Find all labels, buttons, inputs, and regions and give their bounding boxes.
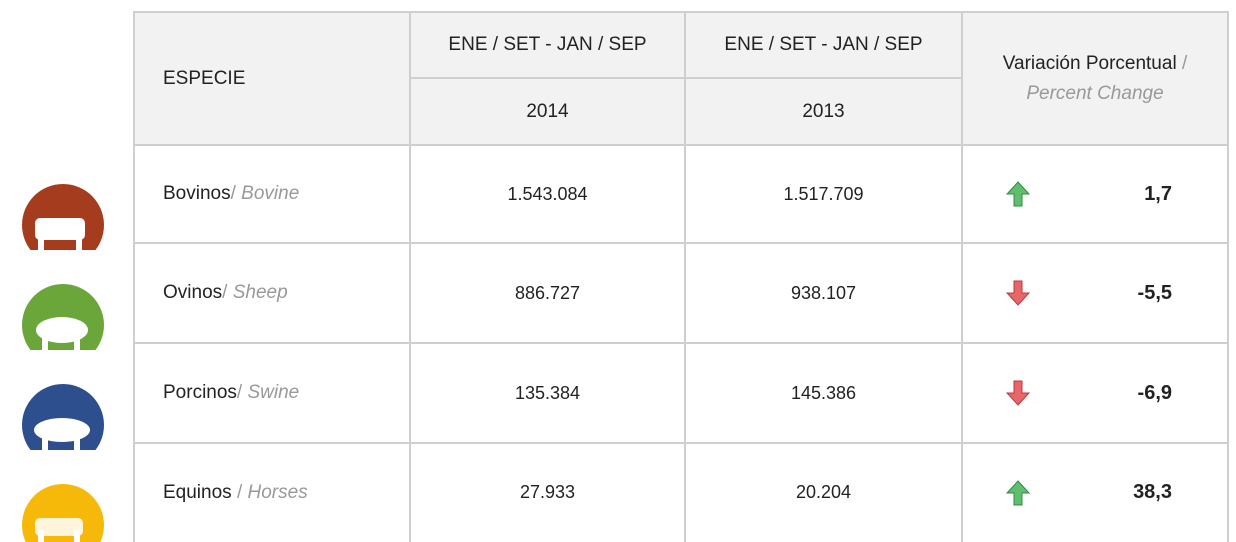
species-name-en: Horses bbox=[247, 481, 308, 503]
header-change-sep: / bbox=[1181, 52, 1188, 74]
species-name: Bovinos bbox=[163, 183, 231, 204]
table-border bbox=[133, 242, 1229, 244]
change-cell: 1,7 bbox=[962, 145, 1228, 243]
header-period-cell: ENE / SET - JAN / SEP bbox=[410, 12, 685, 78]
sheep-icon bbox=[22, 284, 104, 350]
arrow-down bbox=[1006, 380, 1030, 406]
table-border bbox=[409, 12, 411, 542]
value-cell: 145.386 bbox=[685, 343, 962, 443]
table-border bbox=[133, 11, 1229, 13]
table-border bbox=[410, 77, 962, 79]
value-cell: 1.517.709 bbox=[685, 145, 962, 243]
value: 145.386 bbox=[790, 382, 857, 403]
change-cell: -5,5 bbox=[962, 243, 1228, 343]
header-change-cell: Variación Porcentual / Percent Change bbox=[962, 12, 1228, 145]
value: 135.384 bbox=[514, 382, 581, 403]
header-species-cell: ESPECIE bbox=[133, 12, 410, 145]
table-border bbox=[133, 144, 1229, 146]
header-year: 2014 bbox=[526, 100, 569, 122]
arrow-up bbox=[1006, 181, 1030, 207]
header-change-en: Percent Change bbox=[1026, 82, 1164, 104]
change-value: -5,5 bbox=[1137, 281, 1172, 304]
species-name: Porcinos bbox=[163, 382, 237, 403]
arrow-down bbox=[1006, 280, 1030, 306]
header-change-es: Variación Porcentual bbox=[1002, 52, 1177, 74]
header-period: ENE / SET - JAN / SEP bbox=[724, 34, 923, 55]
table-border bbox=[133, 12, 135, 542]
species-cell: Porcinos / Swine bbox=[133, 343, 410, 443]
value-cell: 938.107 bbox=[685, 243, 962, 343]
value: 27.933 bbox=[519, 482, 576, 502]
species-sep: / bbox=[222, 282, 233, 303]
species-cell: Bovinos / Bovine bbox=[133, 145, 410, 243]
header-year-cell: 2013 bbox=[685, 78, 962, 145]
value-cell: 135.384 bbox=[410, 343, 685, 443]
species-sep: / bbox=[236, 382, 248, 403]
species-sep: / bbox=[231, 481, 248, 503]
species-cell: Equinos / Horses bbox=[133, 443, 410, 542]
table-border bbox=[133, 342, 1229, 344]
species-name: Ovinos bbox=[163, 282, 223, 303]
change-cell: 38,3 bbox=[962, 443, 1228, 542]
species-name-en: Sheep bbox=[232, 282, 288, 303]
species-name-en: Bovine bbox=[241, 183, 300, 204]
swine-icon bbox=[22, 384, 104, 450]
change-cell: -6,9 bbox=[962, 343, 1228, 443]
value: 938.107 bbox=[790, 282, 857, 303]
value-cell: 20.204 bbox=[685, 443, 962, 542]
icons bbox=[22, 184, 104, 542]
header-period: ENE / SET - JAN / SEP bbox=[448, 34, 647, 55]
value: 1.543.084 bbox=[507, 183, 588, 204]
species-cell: Ovinos / Sheep bbox=[133, 243, 410, 343]
species-sep: / bbox=[230, 183, 242, 204]
arrow-up bbox=[1006, 479, 1030, 505]
header-year: 2013 bbox=[802, 100, 845, 122]
value-cell: 886.727 bbox=[410, 243, 685, 343]
value-cell: 1.543.084 bbox=[410, 145, 685, 243]
horse-icon bbox=[22, 484, 104, 542]
species-name: Equinos bbox=[163, 481, 232, 503]
table-border bbox=[1227, 12, 1229, 542]
change-value: -6,9 bbox=[1137, 381, 1172, 404]
table-border bbox=[684, 12, 686, 542]
value-cell: 27.933 bbox=[410, 443, 685, 542]
value: 1.517.709 bbox=[783, 183, 864, 204]
species-name-en: Swine bbox=[247, 382, 300, 403]
header-year-cell: 2014 bbox=[410, 78, 685, 145]
table-border bbox=[133, 442, 1229, 444]
bovine-icon bbox=[22, 184, 104, 250]
table-border bbox=[961, 12, 963, 542]
header-period-cell: ENE / SET - JAN / SEP bbox=[685, 12, 962, 78]
value: 20.204 bbox=[795, 482, 852, 502]
header-species: ESPECIE bbox=[163, 67, 246, 89]
change-value: 38,3 bbox=[1133, 481, 1172, 503]
change-value: 1,7 bbox=[1144, 182, 1172, 205]
value: 886.727 bbox=[514, 282, 581, 303]
